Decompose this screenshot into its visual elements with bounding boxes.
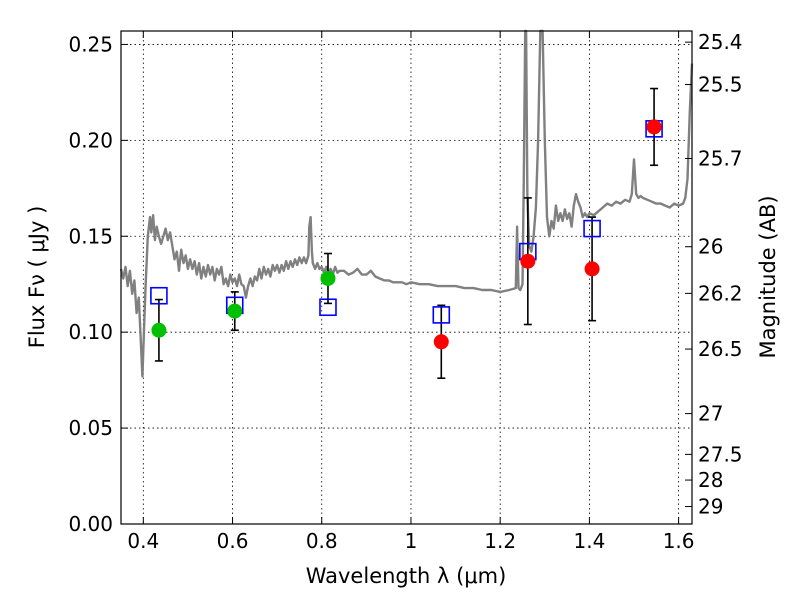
right-axis-label: Magnitude (AB) xyxy=(756,195,780,358)
y-tick-label: 0.05 xyxy=(68,416,113,440)
grid-lines xyxy=(121,31,692,525)
x-tick-label: 1.4 xyxy=(573,529,605,553)
right-tick-label: 26.2 xyxy=(698,281,743,305)
right-tick-label: 26.5 xyxy=(698,337,743,361)
observed-flux-point xyxy=(151,322,167,338)
right-tick-label: 29 xyxy=(698,495,723,519)
right-tick-label: 25.5 xyxy=(698,73,743,97)
model-photometry-square xyxy=(319,298,337,317)
right-tick-label: 25.7 xyxy=(698,146,743,170)
observed-flux-point xyxy=(320,270,336,286)
x-tick-label: 0.6 xyxy=(217,529,249,553)
right-tick-label: 28 xyxy=(698,468,723,492)
y-axis-label: Flux Fν ( μJy ) xyxy=(25,206,49,349)
y-tick-label: 0.10 xyxy=(68,320,113,344)
x-tick-label: 1.2 xyxy=(484,529,516,553)
observed-flux-point xyxy=(227,303,243,319)
x-axis-label: Wavelength λ (μm) xyxy=(306,564,507,588)
model-photometry-square xyxy=(150,286,168,305)
plot-frame xyxy=(120,30,693,525)
right-tick-label: 26 xyxy=(698,235,723,259)
x-tick-label: 0.4 xyxy=(127,529,159,553)
data-markers-layer xyxy=(150,87,663,380)
y-tick-label: 0.25 xyxy=(68,32,113,56)
model-photometry-square xyxy=(432,306,451,324)
right-tick-label: 25.4 xyxy=(698,30,743,54)
observed-flux-point xyxy=(433,334,449,350)
observed-flux-point xyxy=(646,119,662,135)
x-tick-label: 0.8 xyxy=(306,529,338,553)
y-tick-label: 0.15 xyxy=(68,224,113,248)
model-photometry-square xyxy=(583,219,601,238)
model-spectrum-layer xyxy=(119,29,694,378)
observed-flux-point xyxy=(520,253,536,269)
axis-ticks: 0.4 0.6 0.8 1 1.2 1.4 1.6 0.00 0.05 0.10 0.15 0.20 0… xyxy=(68,30,742,553)
right-tick-label: 27.5 xyxy=(698,442,743,466)
x-tick-label: 1.6 xyxy=(663,529,695,553)
observed-flux-point xyxy=(584,261,600,277)
model-spectrum-line xyxy=(119,29,694,378)
right-tick-label: 27 xyxy=(698,402,723,426)
x-tick-label: 1 xyxy=(405,529,418,553)
y-tick-label: 0.00 xyxy=(68,512,113,536)
y-tick-label: 0.20 xyxy=(68,128,113,152)
